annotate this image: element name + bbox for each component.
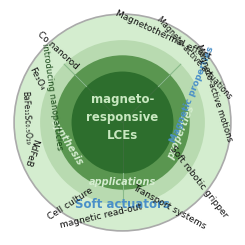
Text: Soft robotic gripper: Soft robotic gripper bbox=[168, 144, 229, 220]
Text: BaFe₁₁Sc₀.₅O₁₉: BaFe₁₁Sc₀.₅O₁₉ bbox=[20, 90, 32, 145]
Text: magneto-
responsive
LCEs: magneto- responsive LCEs bbox=[86, 93, 159, 142]
Circle shape bbox=[72, 72, 173, 173]
Text: synthesis: synthesis bbox=[49, 118, 85, 168]
Text: Magneto-active motions: Magneto-active motions bbox=[194, 43, 234, 143]
Text: magnetic read-out: magnetic read-out bbox=[59, 203, 143, 230]
Text: properties: properties bbox=[165, 104, 196, 161]
Text: Magnetothermal effect: Magnetothermal effect bbox=[114, 9, 212, 61]
Text: applications: applications bbox=[89, 177, 156, 187]
Circle shape bbox=[14, 14, 231, 231]
Text: Cell culture: Cell culture bbox=[46, 185, 94, 221]
Text: NdFeB: NdFeB bbox=[22, 137, 39, 167]
Circle shape bbox=[40, 40, 205, 205]
Text: Magneto-active actuations: Magneto-active actuations bbox=[155, 15, 233, 101]
Text: introducing nanoparticles: introducing nanoparticles bbox=[40, 43, 64, 151]
Text: Transport systems: Transport systems bbox=[131, 183, 208, 231]
Text: Co nanorod: Co nanorod bbox=[36, 30, 80, 72]
Circle shape bbox=[55, 55, 190, 190]
Text: Magnetic properties: Magnetic properties bbox=[168, 45, 215, 144]
Text: Soft actuators: Soft actuators bbox=[75, 198, 170, 211]
Text: Fe₃O₄: Fe₃O₄ bbox=[27, 66, 46, 92]
